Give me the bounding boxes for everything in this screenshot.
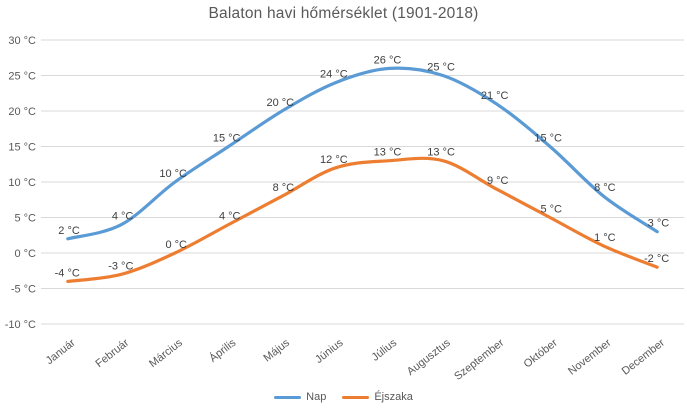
data-label-ejszaka: 13 °C (427, 147, 455, 159)
data-label-nap: 26 °C (374, 54, 402, 66)
x-axis-category-label: Október (522, 337, 560, 371)
chart-title: Balaton havi hőmérséklet (1901-2018) (208, 5, 479, 22)
data-label-nap: 25 °C (427, 62, 455, 74)
data-label-ejszaka: 4 °C (219, 211, 241, 223)
y-axis-tick-label: -10 °C (5, 319, 36, 331)
data-label-ejszaka: -3 °C (108, 260, 133, 272)
data-label-ejszaka: 5 °C (540, 204, 562, 216)
x-axis-category-label: Április (207, 336, 239, 365)
y-axis-tick-label: 10 °C (8, 177, 36, 189)
x-axis-category-label: December (620, 337, 668, 378)
data-label-nap: 15 °C (534, 133, 562, 145)
data-label-nap: 15 °C (213, 133, 241, 145)
data-label-nap: 20 °C (266, 97, 294, 109)
data-label-ejszaka: -4 °C (55, 267, 80, 279)
data-label-nap: 2 °C (58, 225, 80, 237)
x-axis-category-label: Március (147, 337, 185, 370)
data-label-nap: 4 °C (112, 211, 134, 223)
data-label-ejszaka: 0 °C (165, 239, 187, 251)
data-label-nap: 8 °C (594, 182, 616, 194)
y-axis-tick-label: 25 °C (8, 71, 36, 83)
y-axis-tick-label: 20 °C (8, 106, 36, 118)
x-axis-category-label: Február (93, 337, 131, 370)
legend-item-ejszaka: Éjszaka (342, 391, 413, 403)
legend: Nap Éjszaka (0, 391, 687, 403)
data-label-ejszaka: 12 °C (320, 154, 348, 166)
x-axis-category-label: Január (44, 337, 78, 367)
y-axis-tick-label: 5 °C (14, 213, 36, 225)
ejszaka-line-swatch (342, 395, 370, 399)
x-axis-category-label: Szeptember (452, 337, 506, 383)
data-label-nap: 24 °C (320, 69, 348, 81)
x-axis-category-label: Június (313, 337, 346, 366)
x-axis-category-label: Augusztus (405, 337, 453, 378)
y-axis-tick-label: 30 °C (8, 35, 36, 47)
data-label-ejszaka: 1 °C (594, 232, 616, 244)
y-axis-tick-label: 15 °C (8, 142, 36, 154)
data-label-ejszaka: 8 °C (273, 182, 295, 194)
legend-label-nap: Nap (306, 391, 327, 403)
legend-label-ejszaka: Éjszaka (374, 391, 413, 403)
data-label-nap: 3 °C (648, 218, 670, 230)
data-label-nap: 10 °C (159, 168, 187, 180)
y-axis-tick-label: -5 °C (11, 284, 36, 296)
nap-line-swatch (274, 395, 302, 399)
series-line-nap (66, 66, 659, 241)
data-label-ejszaka: 13 °C (374, 147, 402, 159)
x-axis-category-label: Július (370, 337, 400, 364)
data-label-ejszaka: 9 °C (487, 175, 509, 187)
data-label-nap: 21 °C (481, 90, 509, 102)
legend-item-nap: Nap (274, 391, 326, 403)
x-axis-category-label: November (566, 337, 614, 378)
data-label-ejszaka: -2 °C (644, 253, 669, 265)
x-axis-category-label: Május (261, 337, 292, 365)
series-line-ejszaka (66, 156, 659, 283)
y-axis-tick-label: 0 °C (14, 248, 36, 260)
